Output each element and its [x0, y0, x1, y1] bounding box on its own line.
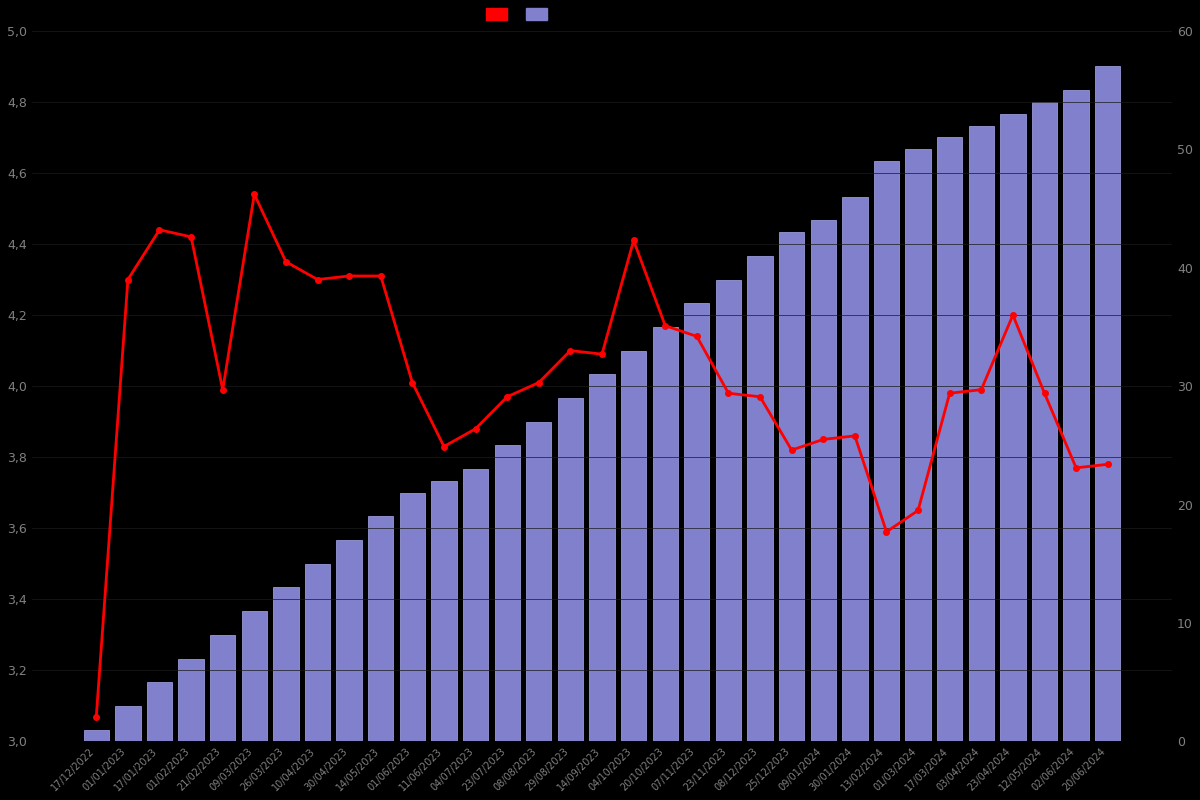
Bar — [1032, 102, 1057, 742]
Bar — [494, 446, 520, 742]
Bar — [400, 493, 425, 742]
Bar — [558, 398, 583, 742]
Bar — [937, 138, 962, 742]
Bar — [842, 197, 868, 742]
Bar — [305, 564, 330, 742]
Bar — [431, 481, 457, 742]
Bar — [526, 422, 552, 742]
Bar — [620, 350, 647, 742]
Bar — [210, 635, 235, 742]
Bar — [779, 232, 804, 742]
Bar — [653, 327, 678, 742]
Bar — [968, 126, 994, 742]
Bar — [115, 706, 140, 742]
Bar — [84, 730, 109, 742]
Bar — [715, 279, 742, 742]
Bar — [241, 611, 266, 742]
Bar — [1001, 114, 1026, 742]
Legend: , : , — [480, 2, 564, 27]
Bar — [463, 469, 488, 742]
Bar — [368, 517, 394, 742]
Bar — [179, 658, 204, 742]
Bar — [748, 256, 773, 742]
Bar — [1096, 66, 1121, 742]
Bar — [1063, 90, 1088, 742]
Bar — [906, 150, 931, 742]
Bar — [589, 374, 614, 742]
Bar — [336, 540, 361, 742]
Bar — [146, 682, 172, 742]
Bar — [874, 161, 899, 742]
Bar — [684, 303, 709, 742]
Bar — [811, 220, 836, 742]
Bar — [274, 587, 299, 742]
